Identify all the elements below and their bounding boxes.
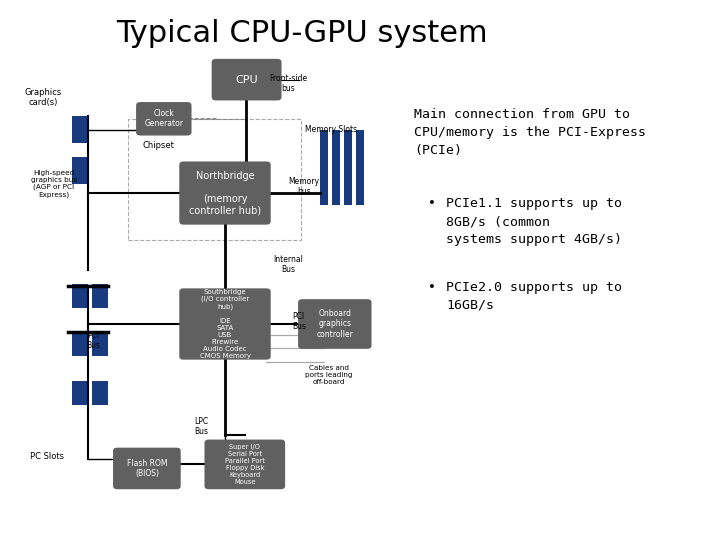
FancyBboxPatch shape [136, 102, 192, 136]
Text: Clock
Generator: Clock Generator [144, 109, 184, 129]
Bar [72, 381, 88, 405]
Bar [356, 130, 364, 205]
Text: High-speed
graphics bus
(AGP or PCI
Express): High-speed graphics bus (AGP or PCI Expr… [31, 170, 77, 198]
FancyBboxPatch shape [204, 440, 285, 489]
Bar [72, 116, 88, 143]
FancyBboxPatch shape [113, 448, 181, 489]
Text: Onboard
graphics
controller: Onboard graphics controller [316, 309, 354, 339]
Text: Typical CPU-GPU system: Typical CPU-GPU system [117, 19, 488, 48]
Text: •: • [428, 197, 436, 210]
Bar [92, 332, 108, 356]
Bar [72, 284, 88, 308]
Text: Southbridge
(I/O controller
hub)

IDE
SATA
USB
Firewire
Audio Codec
CMOS Memory: Southbridge (I/O controller hub) IDE SAT… [199, 289, 251, 359]
Bar [320, 130, 328, 205]
Text: Super I/O
Serial Port
Parallel Port
Floppy Disk
Keyboard
Mouse: Super I/O Serial Port Parallel Port Flop… [225, 444, 265, 485]
Text: •: • [428, 281, 436, 294]
Bar [72, 332, 88, 356]
FancyBboxPatch shape [212, 59, 282, 100]
Text: Cables and
ports leading
off-board: Cables and ports leading off-board [305, 365, 353, 386]
Text: Internal
Bus: Internal Bus [273, 255, 303, 274]
FancyBboxPatch shape [179, 161, 271, 225]
Bar [72, 157, 88, 184]
Text: PC Slots: PC Slots [30, 452, 64, 461]
Text: PCI
Bus: PCI Bus [86, 330, 101, 350]
Bar [92, 381, 108, 405]
Bar [344, 130, 352, 205]
Bar [128, 119, 301, 240]
Text: Chipset: Chipset [143, 141, 174, 150]
Text: PCIe1.1 supports up to
8GB/s (common
systems support 4GB/s): PCIe1.1 supports up to 8GB/s (common sys… [446, 197, 622, 246]
Text: Memory Slots: Memory Slots [305, 125, 357, 134]
Bar [332, 130, 340, 205]
Text: Memory
bus: Memory bus [288, 177, 320, 196]
Bar [92, 284, 108, 308]
Text: PCI
Bus: PCI Bus [292, 312, 306, 331]
Text: CPU: CPU [235, 75, 258, 85]
Text: Flash ROM
(BIOS): Flash ROM (BIOS) [127, 459, 167, 478]
FancyBboxPatch shape [298, 299, 372, 349]
Text: PCIe2.0 supports up to
16GB/s: PCIe2.0 supports up to 16GB/s [446, 281, 622, 312]
Text: Northbridge

(memory
controller hub): Northbridge (memory controller hub) [189, 171, 261, 215]
Text: LPC
Bus: LPC Bus [194, 417, 209, 436]
Text: Main connection from GPU to
CPU/memory is the PCI-Express
(PCIe): Main connection from GPU to CPU/memory i… [414, 108, 646, 157]
Text: Front-side
bus: Front-side bus [269, 74, 307, 93]
Text: Graphics
card(s): Graphics card(s) [24, 87, 62, 107]
FancyBboxPatch shape [179, 288, 271, 360]
